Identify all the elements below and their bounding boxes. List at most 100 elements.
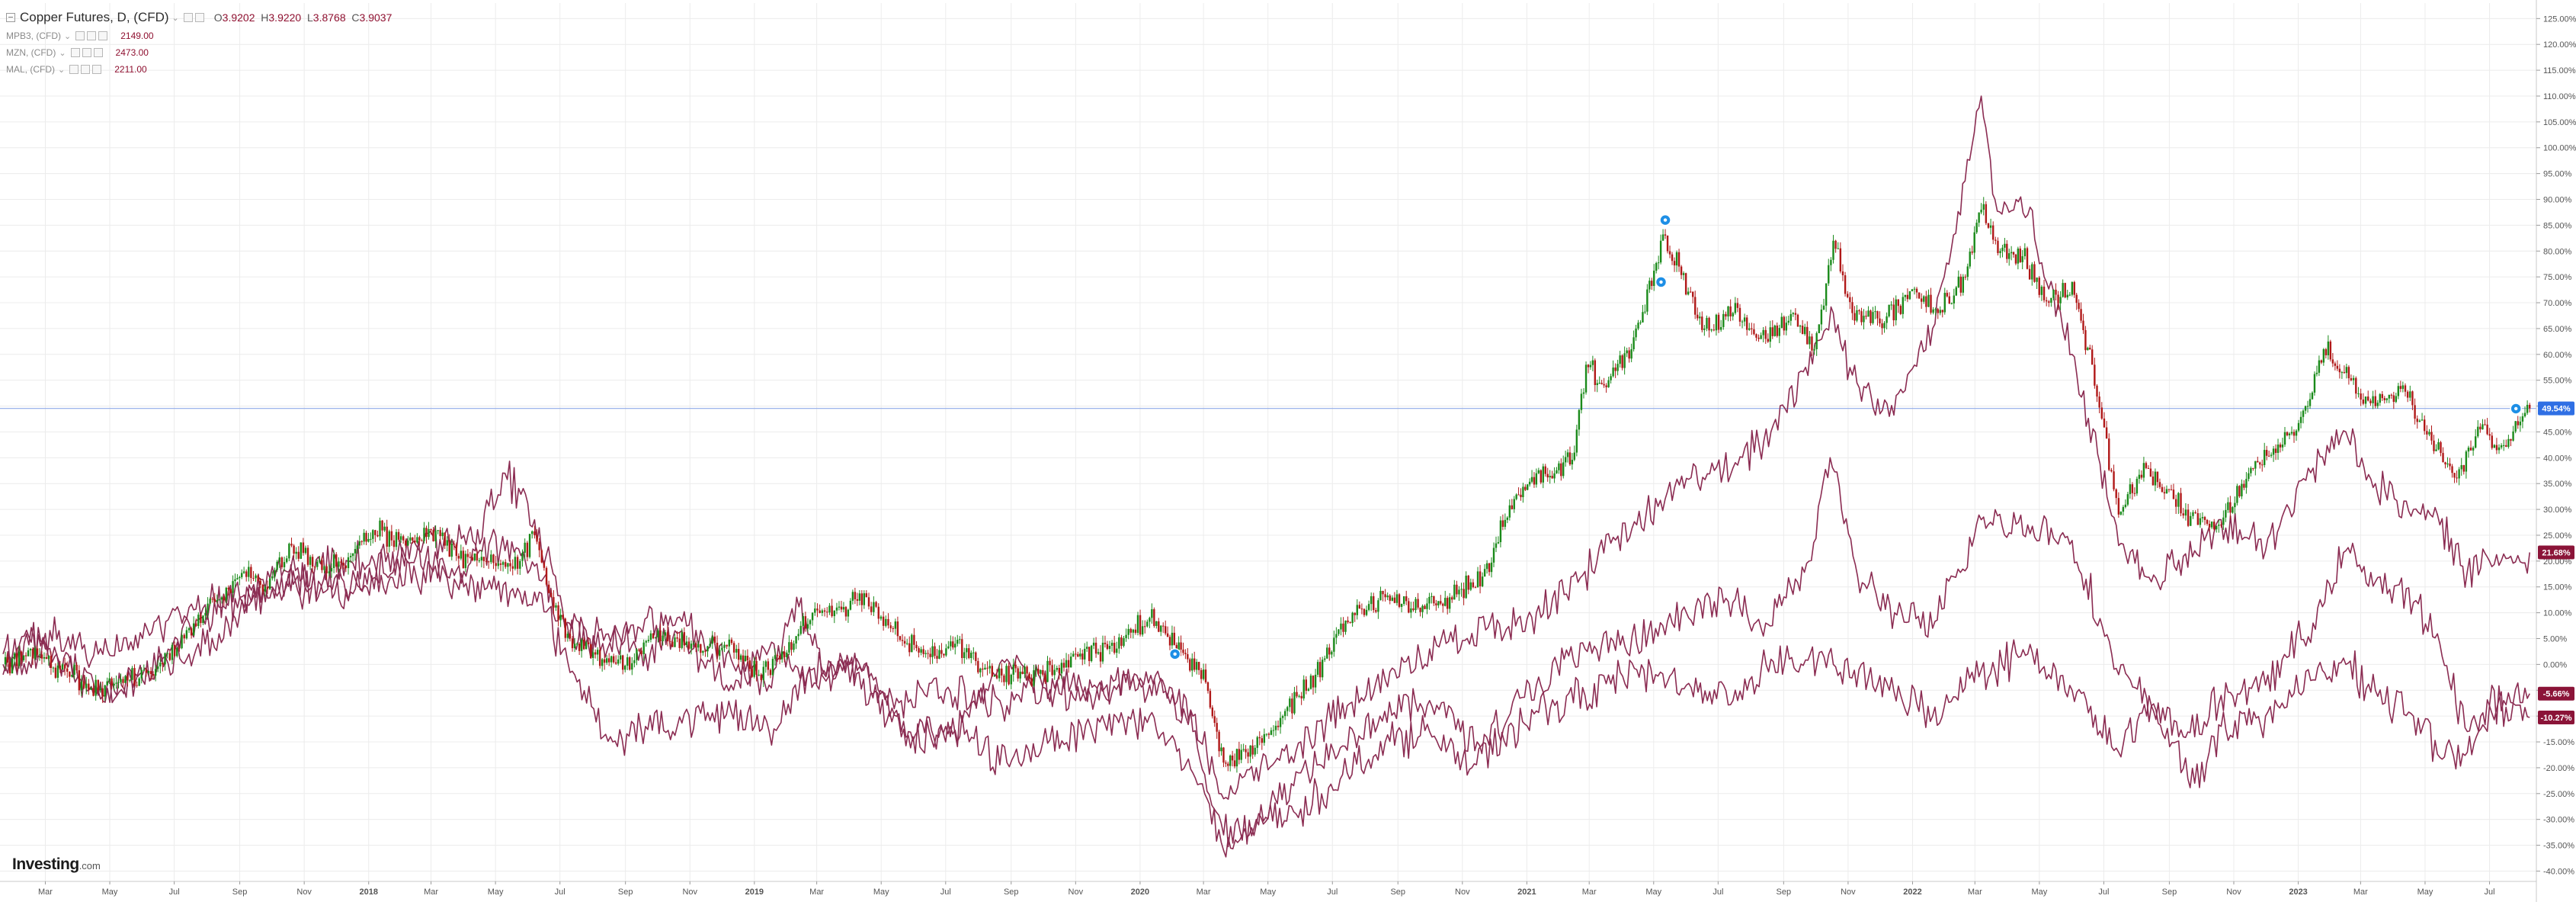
candle-body [347, 557, 350, 569]
candle-body [1528, 481, 1531, 485]
close-box-icon[interactable] [194, 13, 204, 22]
series-line-mal[interactable] [2, 95, 2530, 800]
candle-body [434, 531, 437, 541]
settings-box-icon[interactable] [81, 65, 91, 74]
close-box-icon[interactable] [92, 65, 102, 74]
candle-body [1360, 608, 1363, 610]
candle-body [514, 557, 517, 569]
candle-body [1113, 643, 1116, 653]
y-tick-label: -30.00% [2543, 816, 2574, 825]
collapse-legend-button[interactable] [6, 13, 15, 22]
candle-body [1220, 747, 1222, 752]
x-tick-label: May [102, 888, 118, 897]
close-box-icon[interactable] [93, 48, 103, 57]
candle-body [1762, 329, 1764, 335]
chevron-down-icon[interactable]: ⌄ [64, 31, 72, 41]
x-tick-label: May [488, 888, 504, 897]
candle-body [24, 655, 27, 656]
x-tick-label: Mar [1582, 888, 1597, 897]
series-line-mpb3[interactable] [2, 457, 2530, 848]
series-line-mzn[interactable] [2, 540, 2530, 858]
candle-body [2100, 407, 2103, 419]
candle-body [372, 530, 374, 539]
x-tick-label: Jul [169, 888, 180, 897]
candle-body [1776, 325, 1778, 336]
candle-body [697, 644, 700, 648]
settings-box-icon[interactable] [183, 13, 193, 22]
candle-body [559, 615, 562, 621]
candle-body [1379, 590, 1382, 601]
candle-body [1395, 594, 1399, 603]
candle-body [1985, 204, 1988, 223]
x-tick-label: May [873, 888, 889, 897]
visibility-box-icon[interactable] [75, 31, 85, 40]
candle-body [601, 659, 604, 666]
candle-body [1668, 251, 1671, 255]
candle-body [195, 623, 197, 627]
candle-body [166, 653, 168, 654]
candle-body [1328, 647, 1331, 655]
y-tick-label: 115.00% [2543, 66, 2576, 75]
candle-body [2510, 438, 2512, 441]
visibility-box-icon[interactable] [69, 65, 79, 74]
candle-body [2440, 442, 2442, 454]
candle-body [1191, 658, 1193, 671]
candle-body [1851, 302, 1854, 313]
close-box-icon[interactable] [98, 31, 108, 40]
candle-body [178, 647, 181, 649]
candle-body [711, 636, 713, 644]
candle-body [2442, 453, 2444, 463]
candle-body [1492, 547, 1495, 563]
x-tick-label: Nov [2226, 888, 2241, 897]
candle-body [802, 616, 805, 626]
candle-body [2008, 253, 2010, 259]
x-tick-label: Jul [1713, 888, 1723, 897]
chevron-down-icon[interactable]: ⌄ [58, 65, 66, 75]
candle-body [1291, 698, 1293, 714]
settings-box-icon[interactable] [87, 31, 97, 40]
candle-body [1677, 252, 1680, 267]
ohlc-readout: O3.9202 H3.9220 L3.8768 C3.9037 [214, 11, 392, 24]
candle-body [2184, 509, 2187, 516]
x-tick-label: Nov [1069, 888, 1084, 897]
candle-body [645, 640, 647, 643]
candle-body [1939, 310, 1941, 313]
candle-body [1937, 309, 1939, 313]
candle-body [1687, 291, 1690, 295]
candle-body [2227, 502, 2229, 510]
candle-body [1847, 294, 1849, 297]
close-value: 3.9037 [359, 11, 392, 24]
visibility-box-icon[interactable] [70, 48, 80, 57]
candle-body [1081, 653, 1084, 660]
copper-candles[interactable] [4, 197, 2531, 773]
settings-box-icon[interactable] [82, 48, 91, 57]
candle-body [1780, 316, 1783, 329]
candle-body [1286, 707, 1289, 711]
candle-body [730, 639, 733, 644]
candle-body [202, 615, 204, 624]
candle-body [626, 657, 629, 666]
candle-body [1033, 670, 1035, 686]
candle-body [2052, 289, 2055, 298]
candle-body [1358, 605, 1361, 609]
candle-body [984, 667, 986, 670]
candle-body [1079, 653, 1081, 657]
candle-body [1719, 326, 1722, 330]
candle-body [405, 540, 407, 546]
candle-body [349, 556, 352, 557]
candle-body [2019, 249, 2021, 262]
candle-body [2462, 465, 2465, 472]
candle-body [1757, 337, 1760, 339]
candle-body [2261, 464, 2264, 466]
chevron-down-icon[interactable]: ⌄ [59, 48, 66, 58]
candle-body [2196, 512, 2200, 525]
candle-body [1088, 647, 1091, 661]
y-tick-label: 15.00% [2543, 583, 2572, 592]
candle-body [573, 644, 576, 649]
candle-body [1354, 612, 1356, 615]
candle-body [1767, 339, 1769, 342]
y-tick-label: -35.00% [2543, 842, 2574, 851]
x-tick-label: Mar [809, 888, 824, 897]
chevron-down-icon[interactable]: ⌄ [171, 13, 179, 23]
